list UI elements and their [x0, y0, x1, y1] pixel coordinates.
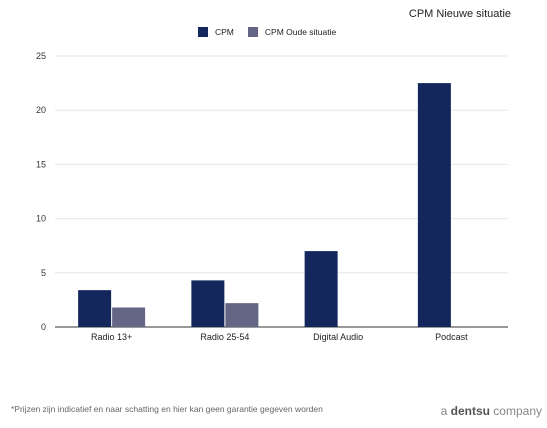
bar-cpm: [78, 290, 112, 327]
y-tick-label: 15: [36, 159, 46, 169]
bar-cpm: [304, 251, 338, 327]
y-tick-label: 25: [36, 51, 46, 61]
y-tick-label: 5: [41, 268, 46, 278]
bar-chart: 0 5 10 15 20 25 Radio 13+ Radio 25-54 Digital Au…: [36, 51, 508, 342]
chart-legend: CPM CPM Oude situatie: [198, 27, 350, 37]
legend-item-cpm-oude: CPM Oude situatie: [247, 27, 337, 37]
y-tick-label: 10: [36, 214, 46, 224]
x-tick-label: Podcast: [435, 332, 468, 342]
legend-label-cpm: CPM: [215, 27, 234, 37]
footnote: *Prijzen zijn indicatief en naar schatti…: [11, 404, 323, 414]
x-tick-label: Radio 25-54: [200, 332, 249, 342]
brand-name: dentsu: [450, 404, 490, 418]
x-tick-label: Digital Audio: [313, 332, 363, 342]
bar-cpm: [417, 83, 451, 327]
legend-item-cpm: CPM: [198, 27, 234, 37]
bar-cpm: [191, 280, 225, 327]
y-tick-label: 20: [36, 105, 46, 115]
brand-prefix: a: [440, 404, 451, 418]
bar-cpm-oude: [225, 303, 259, 327]
legend-swatch-cpm-oude: [247, 27, 258, 37]
y-tick-label: 0: [41, 322, 46, 332]
bar-cpm-oude: [112, 307, 146, 327]
legend-swatch-cpm: [198, 27, 208, 37]
legend-label-cpm-oude: CPM Oude situatie: [264, 27, 337, 37]
x-tick-label: Radio 13+: [91, 332, 132, 342]
chart-header-title: CPM Nieuwe situatie: [408, 8, 511, 20]
brand-suffix: company: [489, 404, 542, 418]
brand-logo: a dentsu company: [441, 404, 542, 418]
